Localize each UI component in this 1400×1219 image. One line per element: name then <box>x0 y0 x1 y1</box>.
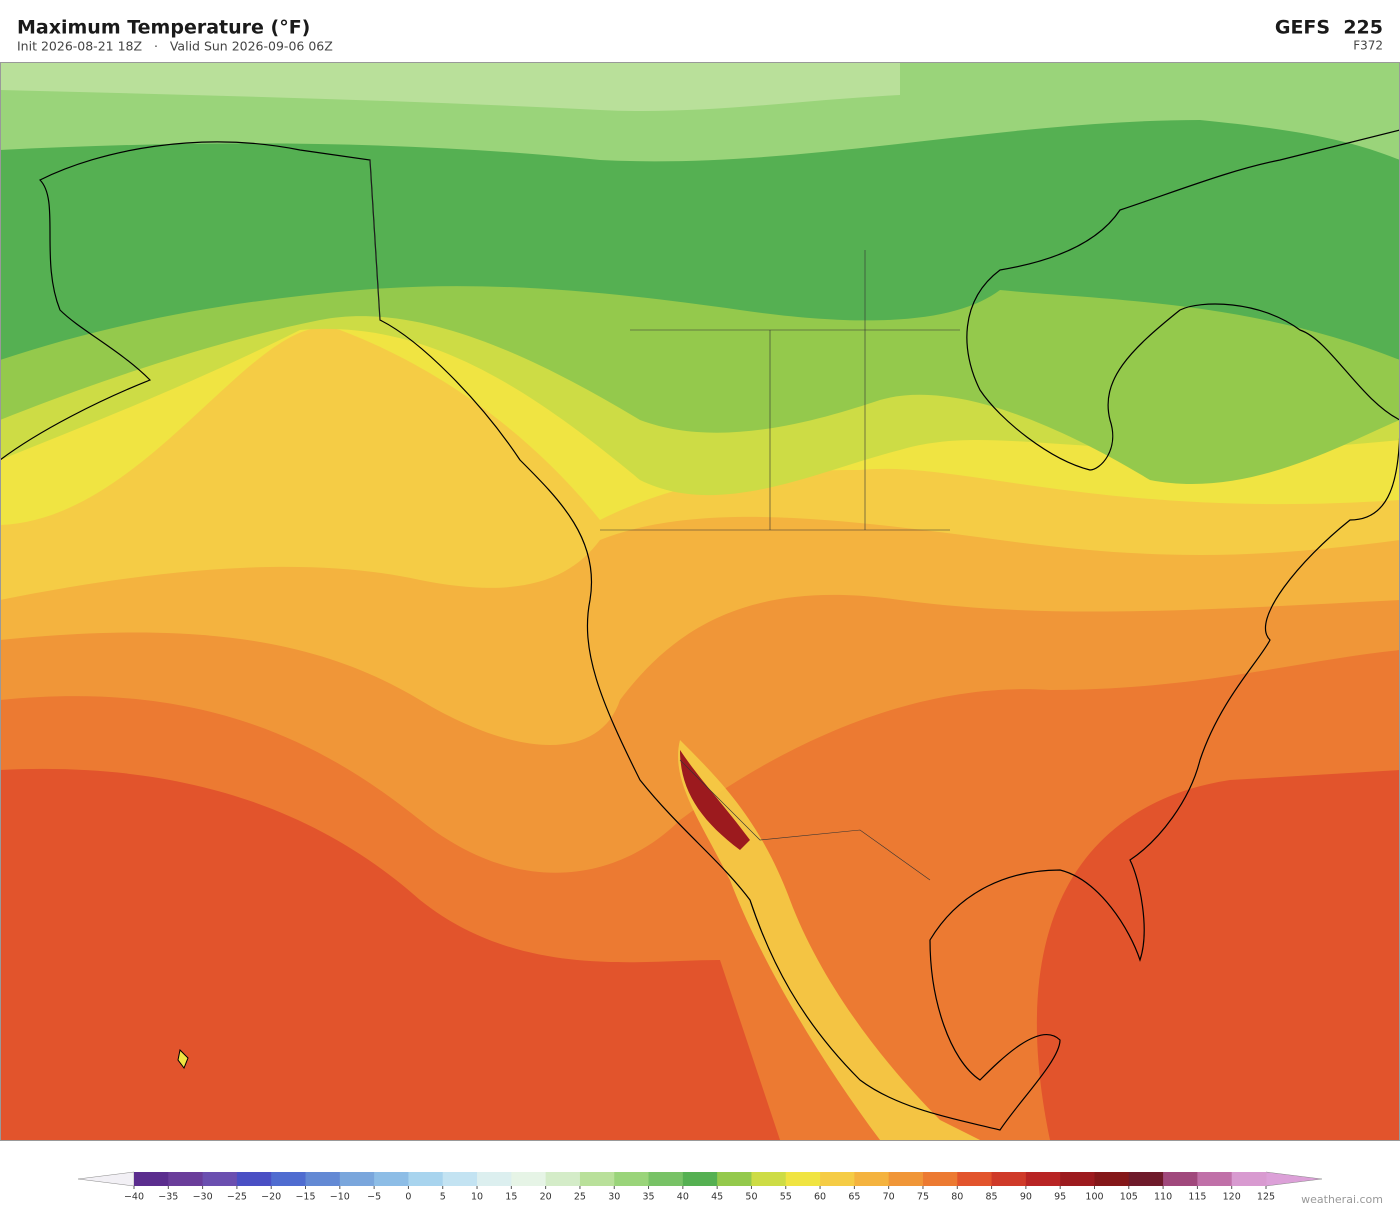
colorbar-segment <box>271 1172 307 1186</box>
model-label: GEFS 225 <box>1275 17 1383 39</box>
colorbar-tick-label: 50 <box>745 1192 757 1203</box>
colorbar-segment <box>1231 1172 1267 1186</box>
colorbar-segment <box>374 1172 409 1186</box>
colorbar-segment <box>202 1172 238 1186</box>
title: Maximum Temperature (°F) <box>17 17 310 39</box>
colorbar-tick-label: 115 <box>1188 1192 1206 1203</box>
colorbar-tick-label: 70 <box>883 1192 895 1203</box>
colorbar-tick-label: −20 <box>261 1192 281 1203</box>
colorbar-tick-label: 75 <box>917 1192 929 1203</box>
colorbar-tick-label: −5 <box>367 1192 381 1203</box>
colorbar-tick-label: 55 <box>780 1192 792 1203</box>
colorbar-segment <box>1197 1172 1233 1186</box>
coastline <box>0 129 1400 1131</box>
colorbar-tick-label: 85 <box>986 1192 998 1203</box>
colorbar-segment <box>922 1172 958 1186</box>
colorbar-tick-label: 100 <box>1085 1192 1103 1203</box>
colorbar-segment <box>511 1172 547 1186</box>
colorbar-segment <box>442 1172 478 1186</box>
colorbar-segment <box>134 1172 169 1186</box>
colorbar-tick-label: 35 <box>642 1192 654 1203</box>
colorbar-tick-label: 25 <box>574 1192 586 1203</box>
colorbar-tick-label: 90 <box>1020 1192 1032 1203</box>
colorbar-tick-label: 0 <box>405 1192 411 1203</box>
colorbar-tick-label: 30 <box>608 1192 620 1203</box>
colorbar-segment <box>957 1172 993 1186</box>
colorbar: −40 −35 −30 −25 −20 −15 −10 −5 0 5 10 15 20 25 30 35 40 4… <box>77 1171 1323 1203</box>
colorbar-tick-label: 65 <box>848 1192 860 1203</box>
colorbar-segment <box>854 1172 890 1186</box>
colorbar-segment <box>648 1172 684 1186</box>
colorbar-tick-label: 125 <box>1257 1192 1275 1203</box>
colorbar-segment <box>614 1172 650 1186</box>
map <box>0 62 1400 1141</box>
colorbar-tick-label: 20 <box>540 1192 552 1203</box>
colorbar-tick-label: 120 <box>1223 1192 1241 1203</box>
colorbar-segment <box>888 1172 924 1186</box>
colorbar-tick-label: 10 <box>471 1192 483 1203</box>
colorbar-segment <box>408 1172 444 1186</box>
colorbar-tick-label: 40 <box>677 1192 689 1203</box>
field-mexico-plateau <box>678 740 980 1140</box>
watermark: weatherai.com <box>1301 1193 1383 1206</box>
colorbar-tick-label: 110 <box>1154 1192 1172 1203</box>
colorbar-segment <box>168 1172 204 1186</box>
colorbar-tick-label: 45 <box>711 1192 723 1203</box>
colorbar-tick-label: 95 <box>1054 1192 1066 1203</box>
colorbar-segment <box>339 1172 375 1186</box>
colorbar-tick-label: 80 <box>951 1192 963 1203</box>
colorbar-segment <box>1060 1172 1095 1186</box>
colorbar-segment <box>1094 1172 1130 1186</box>
colorbar-segment <box>991 1172 1027 1186</box>
colorbar-tick-label: 60 <box>814 1192 826 1203</box>
colorbar-segment <box>785 1172 821 1186</box>
colorbar-segment <box>751 1172 787 1186</box>
colorbar-segment <box>545 1172 581 1186</box>
field-palest-green <box>0 62 900 112</box>
field-desert-hot <box>680 750 750 850</box>
colorbar-segment <box>1128 1172 1164 1186</box>
colorbar-tick-label: −35 <box>158 1192 178 1203</box>
colorbar-segment <box>1163 1172 1198 1186</box>
colorbar-segment <box>717 1172 752 1186</box>
colorbar-tick-label: −40 <box>124 1192 144 1203</box>
colorbar-tick-label: 5 <box>440 1192 446 1203</box>
colorbar-segment <box>236 1172 272 1186</box>
colorbar-tick-label: −10 <box>330 1192 350 1203</box>
colorbar-segment <box>682 1172 718 1186</box>
colorbar-tick-label: −25 <box>227 1192 247 1203</box>
colorbar-tick-label: −30 <box>193 1192 213 1203</box>
colorbar-segment <box>1025 1172 1061 1186</box>
colorbar-segment <box>305 1172 341 1186</box>
colorbar-segment <box>820 1172 855 1186</box>
colorbar-tick-label: 105 <box>1120 1192 1138 1203</box>
borders <box>369 159 960 881</box>
colorbar-tick-label: −15 <box>295 1192 315 1203</box>
colorbar-segment <box>477 1172 512 1186</box>
forecast-hour: F372 <box>1353 39 1383 53</box>
colorbar-tick-label: 15 <box>505 1192 517 1203</box>
subtitle: Init 2026-08-21 18Z · Valid Sun 2026-09-… <box>17 39 333 54</box>
hawaii <box>177 1048 189 1070</box>
colorbar-segment <box>579 1172 615 1186</box>
